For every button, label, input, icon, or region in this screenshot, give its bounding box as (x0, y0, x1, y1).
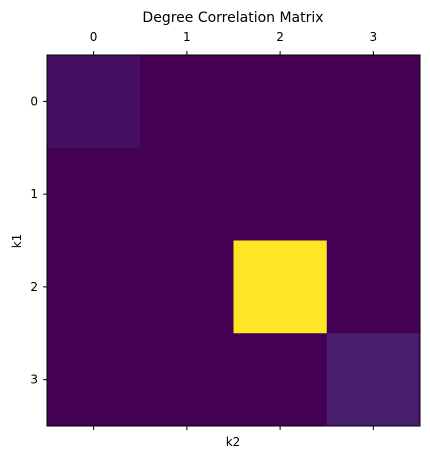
heatmap-cell-2-2 (233, 240, 328, 334)
y-tick-label-3: 3 (30, 373, 38, 387)
x-tick-label-3: 3 (370, 30, 378, 44)
heatmap-cell-0-3 (326, 55, 421, 149)
x-ticks: 0 1 2 3 (90, 30, 377, 430)
heatmap-cell-1-0 (47, 147, 141, 241)
x-tick-label-1: 1 (183, 30, 191, 44)
x-tick-label-2: 2 (276, 30, 284, 44)
y-axis-label: k1 (10, 234, 24, 249)
heatmap-cell-3-2 (233, 333, 328, 427)
heatmap-cell-2-3 (326, 240, 421, 334)
heatmap-cell-2-0 (47, 240, 141, 334)
heatmap-cell-0-1 (140, 55, 234, 149)
heatmap-cell-2-1 (140, 240, 234, 334)
plot-frame (46, 54, 421, 427)
x-tick-label-0: 0 (90, 30, 98, 44)
y-tick-label-2: 2 (30, 280, 38, 294)
heatmap-cell-0-2 (233, 55, 328, 149)
y-ticks: 0 1 2 3 (30, 94, 47, 387)
heatmap-cell-3-3 (326, 333, 421, 427)
heatmap-cell-3-0 (47, 333, 141, 427)
chart-title: Degree Correlation Matrix (142, 10, 323, 26)
x-axis-label: k2 (226, 435, 241, 449)
heatmap-cell-1-1 (140, 147, 234, 241)
heatmap-cell-0-0 (47, 55, 141, 149)
heatmap-cell-1-3 (326, 147, 421, 241)
y-tick-label-1: 1 (30, 187, 38, 201)
heatmap-cell-1-2 (233, 147, 328, 241)
heatmap-cell-3-1 (140, 333, 234, 427)
y-tick-label-0: 0 (30, 94, 38, 108)
heatmap-cells (47, 55, 421, 427)
